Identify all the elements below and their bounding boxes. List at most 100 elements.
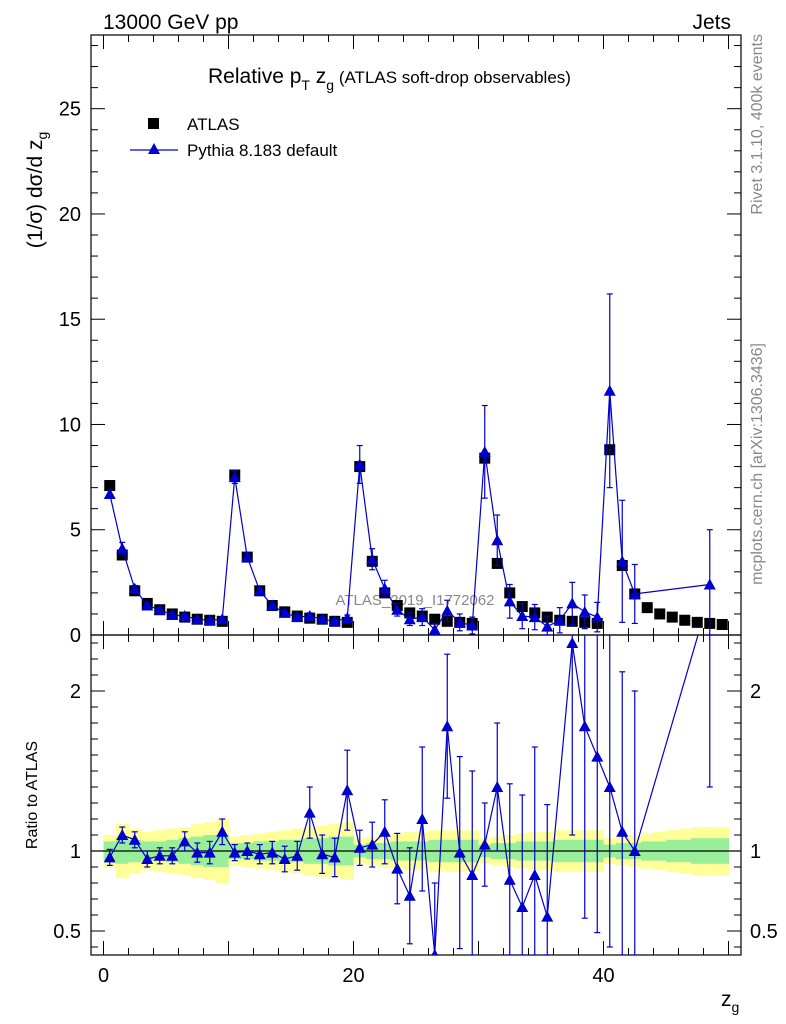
ratio-y-axis-label: Ratio to ATLAS	[24, 741, 41, 849]
ratio-point	[328, 851, 341, 863]
pythia-point	[441, 604, 454, 616]
ratio-point	[416, 813, 429, 824]
pythia-point	[278, 606, 291, 618]
ratio-point	[503, 873, 516, 885]
chart-title: Relative pT zg (ATLAS soft-drop observab…	[208, 65, 571, 93]
ratio-point	[278, 853, 291, 864]
ratio-point	[628, 845, 641, 856]
pythia-point	[166, 609, 179, 620]
ratio-point	[528, 869, 541, 880]
x-tick-label: 20	[342, 965, 364, 987]
ratio-point	[153, 849, 166, 861]
ratio-tick-label-left: 1	[70, 841, 81, 863]
pythia-point	[628, 587, 641, 599]
y-tick-label: 0	[70, 625, 81, 647]
ratio-point	[203, 846, 216, 858]
pythia-point	[291, 611, 304, 623]
y-tick-label: 25	[59, 99, 81, 121]
pythia-point	[203, 614, 216, 626]
ratio-point	[103, 851, 116, 863]
header-left: 13000 GeV pp	[103, 11, 238, 34]
header-right: Jets	[692, 11, 731, 34]
pythia-point	[528, 611, 541, 623]
ratio-point	[303, 806, 316, 818]
y-tick-label: 15	[59, 309, 81, 331]
ratio-point	[478, 838, 491, 850]
legend: ATLAS Pythia 8.183 default	[130, 115, 338, 160]
pythia-point	[153, 603, 166, 615]
pythia-point	[128, 582, 141, 594]
pythia-series	[103, 293, 716, 636]
ratio-point	[216, 825, 229, 837]
analysis-watermark: ATLAS_2019_I1772062	[335, 592, 494, 609]
x-tick-label: 0	[98, 965, 109, 987]
ratio-series	[103, 635, 713, 955]
pythia-point	[116, 542, 129, 554]
ratio-tick-label-right: 2	[750, 681, 761, 703]
atlas-point	[691, 616, 703, 628]
ratio-point	[378, 825, 391, 837]
ratio-point	[291, 849, 304, 861]
y-axis-label: (1/σ) dσ/d zg	[24, 132, 50, 249]
pythia-point	[178, 610, 191, 622]
pythia-point	[403, 613, 416, 625]
ratio-point	[603, 781, 616, 792]
ratio-point	[616, 825, 629, 837]
ratio-point	[316, 848, 329, 860]
y-tick-label: 10	[59, 414, 81, 436]
atlas-point	[654, 608, 666, 620]
ratio-point	[403, 889, 416, 901]
atlas-point	[679, 614, 691, 626]
svg-text:(1/σ) dσ/d zg: (1/σ) dσ/d zg	[24, 132, 50, 249]
ratio-point	[141, 853, 154, 864]
pythia-point	[553, 614, 566, 626]
ratio-point	[466, 869, 479, 880]
pythia-point	[478, 445, 491, 457]
pythia-point	[103, 487, 116, 499]
ratio-point	[441, 720, 454, 732]
pythia-point	[316, 613, 329, 625]
pythia-point	[216, 613, 229, 625]
ratio-point	[431, 949, 439, 955]
pythia-point	[228, 471, 241, 483]
ratio-frame	[90, 634, 742, 956]
pythia-point	[466, 619, 479, 631]
ratio-point	[366, 838, 379, 850]
pythia-point	[366, 553, 379, 565]
legend-atlas-label: ATLAS	[187, 115, 240, 134]
pythia-point	[703, 578, 716, 590]
pythia-point	[303, 610, 316, 622]
pythia-point	[503, 595, 516, 607]
ratio-point	[128, 833, 141, 845]
ratio-point	[241, 845, 254, 856]
ratio-tick-label-left: 2	[70, 681, 81, 703]
pythia-point	[416, 611, 429, 623]
y-tick-label: 20	[59, 204, 81, 226]
pythia-point	[191, 613, 204, 625]
x-tick-label: 40	[592, 965, 614, 987]
pythia-point	[141, 599, 154, 611]
pythia-point	[491, 534, 504, 546]
ratio-tick-label-left: 0.5	[53, 921, 81, 943]
pythia-point	[353, 458, 366, 470]
ratio-point	[166, 849, 179, 861]
pythia-point	[603, 384, 616, 396]
pythia-point	[391, 603, 404, 615]
ratio-point	[266, 846, 279, 858]
svg-text:Relative pT zg (ATLAS soft-dro: Relative pT zg (ATLAS soft-drop observab…	[208, 65, 571, 93]
ratio-point	[191, 846, 204, 858]
ratio-point	[116, 829, 129, 840]
main-axes: 0 5 10 15 20 25	[59, 34, 742, 647]
ratio-point	[541, 910, 554, 922]
legend-pythia-label: Pythia 8.183 default	[187, 141, 338, 160]
ratio-point	[591, 750, 604, 762]
pythia-point	[266, 599, 279, 611]
pythia-point	[378, 582, 391, 594]
pythia-point	[616, 555, 629, 567]
ratio-point	[228, 846, 241, 858]
svg-text:zg: zg	[721, 988, 739, 1015]
y-tick-label: 5	[70, 520, 81, 542]
pythia-point	[328, 615, 341, 627]
ratio-tick-label-right: 1	[750, 841, 761, 863]
